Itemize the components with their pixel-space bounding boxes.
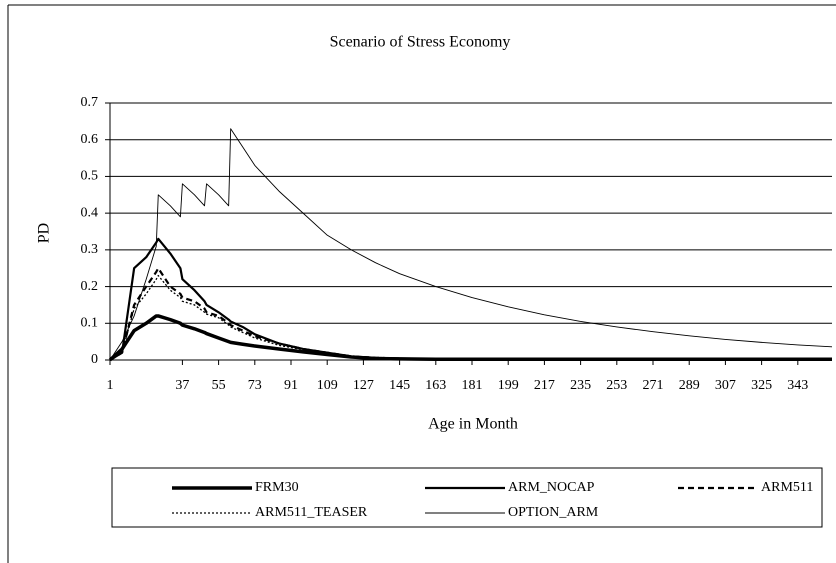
legend-label: OPTION_ARM: [508, 505, 599, 520]
legend-label: ARM511_TEASER: [255, 505, 368, 520]
legend-box: [111, 467, 823, 528]
y-tick-label: 0.1: [81, 316, 99, 331]
x-tick-label: 127: [353, 378, 374, 393]
y-tick-label: 0.6: [81, 132, 99, 147]
x-tick-label: 343: [787, 378, 808, 393]
x-tick-label: 325: [751, 378, 772, 393]
x-tick-label: 181: [462, 378, 483, 393]
x-tick-label: 1: [107, 378, 114, 393]
x-tick-label: 145: [389, 378, 410, 393]
x-tick-label: 91: [284, 378, 298, 393]
legend-label: ARM_NOCAP: [508, 480, 595, 495]
series-line: [109, 267, 832, 361]
x-tick-label: 253: [606, 378, 627, 393]
x-tick-label: 199: [498, 378, 519, 393]
y-tick-label: 0.5: [81, 169, 99, 184]
legend-label: FRM30: [255, 480, 299, 495]
series-line: [109, 274, 832, 361]
chart-title: Scenario of Stress Economy: [330, 34, 511, 51]
y-tick-label: 0.2: [81, 279, 99, 294]
x-tick-label: 73: [248, 378, 262, 393]
x-axis-label: Age in Month: [428, 416, 518, 433]
y-tick-label: 0.3: [81, 242, 99, 257]
x-tick-label: 235: [570, 378, 591, 393]
legend-label: ARM511: [761, 480, 813, 495]
x-tick-label: 271: [643, 378, 664, 393]
series-line: [109, 128, 833, 361]
y-tick-label: 0: [91, 352, 98, 367]
x-tick-label: 55: [212, 378, 226, 393]
x-tick-label: 109: [317, 378, 338, 393]
x-tick-label: 163: [425, 378, 446, 393]
x-tick-label: 37: [175, 378, 189, 393]
y-axis-label: PD: [36, 223, 53, 243]
y-tick-label: 0.7: [81, 95, 99, 110]
y-tick-label: 0.4: [81, 205, 99, 220]
x-tick-label: 307: [715, 378, 736, 393]
x-tick-label: 289: [679, 378, 700, 393]
x-tick-label: 217: [534, 378, 555, 393]
